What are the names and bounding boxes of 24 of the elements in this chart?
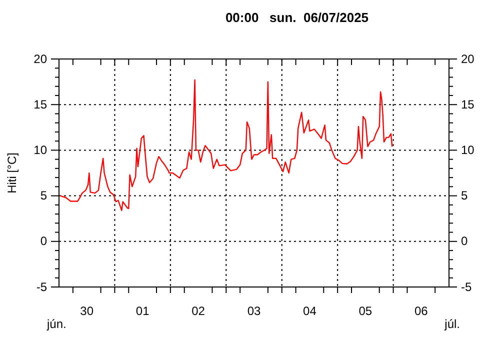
text: júl. <box>444 317 460 331</box>
line-series <box>60 79 393 211</box>
y2-tick-label: -5 <box>461 280 472 294</box>
x-tick-label: 05 <box>358 304 372 318</box>
y-tick-label: 5 <box>40 188 48 203</box>
y-axis-title: Hiti [°C] <box>5 152 19 194</box>
y-tick-label: 10 <box>34 143 48 158</box>
y-tick-label: 20 <box>34 52 48 66</box>
x-tick-label: 01 <box>136 304 150 318</box>
x-tick-label: 30 <box>80 304 94 318</box>
y2-tick-label: 0 <box>461 234 468 248</box>
y2-tick-label: 5 <box>461 188 468 203</box>
y-tick-label: 0 <box>40 234 48 248</box>
y2-tick-label: 15 <box>461 97 475 112</box>
y-tick-label: 15 <box>34 97 48 112</box>
x-tick-label: 06 <box>414 304 428 318</box>
x-tick-label: 03 <box>247 304 261 318</box>
y-tick-label: -5 <box>36 280 48 294</box>
y2-tick-label: 10 <box>461 143 475 158</box>
y2-tick-label: 20 <box>461 52 475 66</box>
x-tick-label: 04 <box>303 304 317 318</box>
chart-title: 00:00 sun. 06/07/2025 <box>225 10 369 25</box>
x-tick-label: 02 <box>192 304 206 318</box>
text: jún. <box>46 317 66 331</box>
